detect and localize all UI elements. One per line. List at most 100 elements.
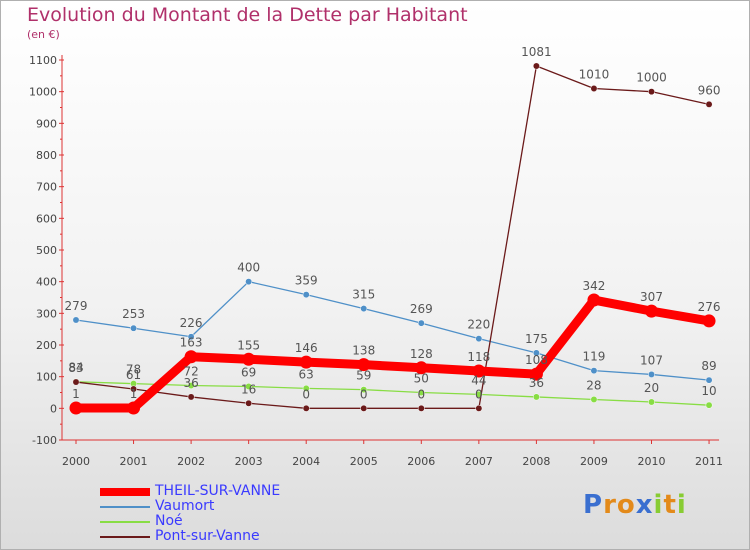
- data-label: 107: [640, 353, 663, 367]
- data-point: [245, 383, 253, 390]
- data-point: [705, 100, 713, 108]
- data-label: 1081: [521, 45, 552, 59]
- data-label: 10: [701, 384, 716, 398]
- x-tick-label: 2010: [638, 455, 666, 468]
- data-point: [414, 361, 428, 375]
- series-line-vaumort: [75, 281, 710, 381]
- data-point: [302, 291, 310, 299]
- data-label: 138: [352, 344, 375, 358]
- x-tick-label: 2003: [235, 455, 263, 468]
- data-point: [648, 371, 655, 378]
- x-tick-label: 2007: [465, 455, 493, 468]
- data-point: [184, 350, 198, 364]
- y-tick-label: 300: [36, 307, 57, 320]
- data-point: [242, 352, 256, 366]
- data-label: 315: [352, 288, 375, 302]
- data-label: 36: [183, 376, 198, 390]
- data-label: 28: [586, 378, 601, 392]
- data-label: 59: [356, 369, 371, 383]
- legend-label: Noé: [155, 513, 183, 529]
- x-tick-label: 2004: [292, 455, 320, 468]
- data-label: 960: [698, 83, 721, 97]
- series-line-theil-sur-vanne: [76, 295, 710, 413]
- data-point: [302, 404, 310, 412]
- data-label: 118: [467, 350, 490, 364]
- data-label: 155: [237, 338, 260, 352]
- y-tick-label: 0: [50, 402, 57, 415]
- data-label: 78: [126, 363, 141, 377]
- data-point: [187, 333, 195, 341]
- y-tick-label: 600: [36, 212, 57, 225]
- legend-swatch: [100, 488, 150, 496]
- data-label: 0: [475, 387, 483, 401]
- data-point: [417, 404, 425, 412]
- data-point: [360, 305, 368, 313]
- data-label: 253: [122, 307, 145, 321]
- data-point: [590, 396, 598, 403]
- data-label: 119: [582, 350, 605, 364]
- x-tick-label: 2006: [407, 455, 435, 468]
- data-label: 69: [241, 365, 256, 379]
- series-line-pont-sur-vanne: [75, 65, 710, 409]
- data-point: [245, 399, 253, 407]
- logo-letter: t: [663, 490, 677, 520]
- series-lines: [69, 62, 716, 415]
- y-tick-label: 900: [36, 117, 57, 130]
- data-point: [705, 376, 713, 384]
- data-label: 1010: [579, 68, 610, 82]
- data-point: [302, 384, 310, 392]
- data-point: [357, 358, 371, 372]
- legend-label: Vaumort: [155, 498, 215, 514]
- data-label: 269: [410, 302, 433, 316]
- proxiti-logo: Proxiti: [583, 490, 687, 520]
- data-label: 163: [180, 336, 203, 350]
- data-point: [702, 314, 716, 328]
- data-point: [532, 393, 540, 401]
- logo-letter: o: [616, 490, 636, 520]
- legend-swatch: [100, 536, 150, 538]
- y-tick-label: -100: [32, 434, 57, 447]
- logo-letter: x: [635, 490, 654, 520]
- data-label: 0: [417, 387, 425, 401]
- data-label: 276: [698, 300, 721, 314]
- data-point: [72, 378, 80, 386]
- x-tick-label: 2001: [120, 455, 148, 468]
- data-point: [130, 324, 138, 332]
- data-point: [187, 393, 195, 401]
- data-label: 36: [529, 376, 544, 390]
- y-tick-label: 800: [36, 149, 57, 162]
- data-point: [529, 367, 543, 381]
- data-label: 61: [126, 368, 141, 382]
- data-label: 400: [237, 261, 260, 275]
- x-tick-label: 2002: [177, 455, 205, 468]
- data-point: [127, 401, 141, 415]
- data-point: [475, 335, 483, 343]
- data-point: [69, 401, 83, 415]
- data-point: [475, 404, 483, 412]
- x-tick-label: 2011: [695, 455, 723, 468]
- data-label: 146: [295, 341, 318, 355]
- data-point: [587, 293, 601, 307]
- logo-letter: i: [676, 490, 687, 520]
- data-point: [299, 355, 313, 369]
- data-point: [648, 398, 655, 406]
- data-label: 44: [471, 373, 486, 387]
- data-label: 63: [299, 367, 314, 381]
- data-label: 279: [65, 299, 88, 313]
- chart-title: Evolution du Montant de la Dette par Hab…: [27, 4, 468, 26]
- data-point: [417, 389, 425, 396]
- x-tick-label: 2008: [522, 455, 550, 468]
- legend-label: THEIL-SUR-VANNE: [155, 483, 281, 499]
- data-label: 50: [414, 372, 429, 386]
- data-point: [245, 278, 253, 286]
- data-label: 1: [72, 387, 80, 401]
- logo-letter: P: [583, 490, 604, 520]
- data-label: 108: [525, 353, 548, 367]
- data-label: 0: [360, 387, 368, 401]
- data-label: 0: [302, 387, 310, 401]
- data-label: 20: [644, 381, 659, 395]
- logo-letter: r: [603, 490, 617, 520]
- data-label: 226: [180, 316, 203, 330]
